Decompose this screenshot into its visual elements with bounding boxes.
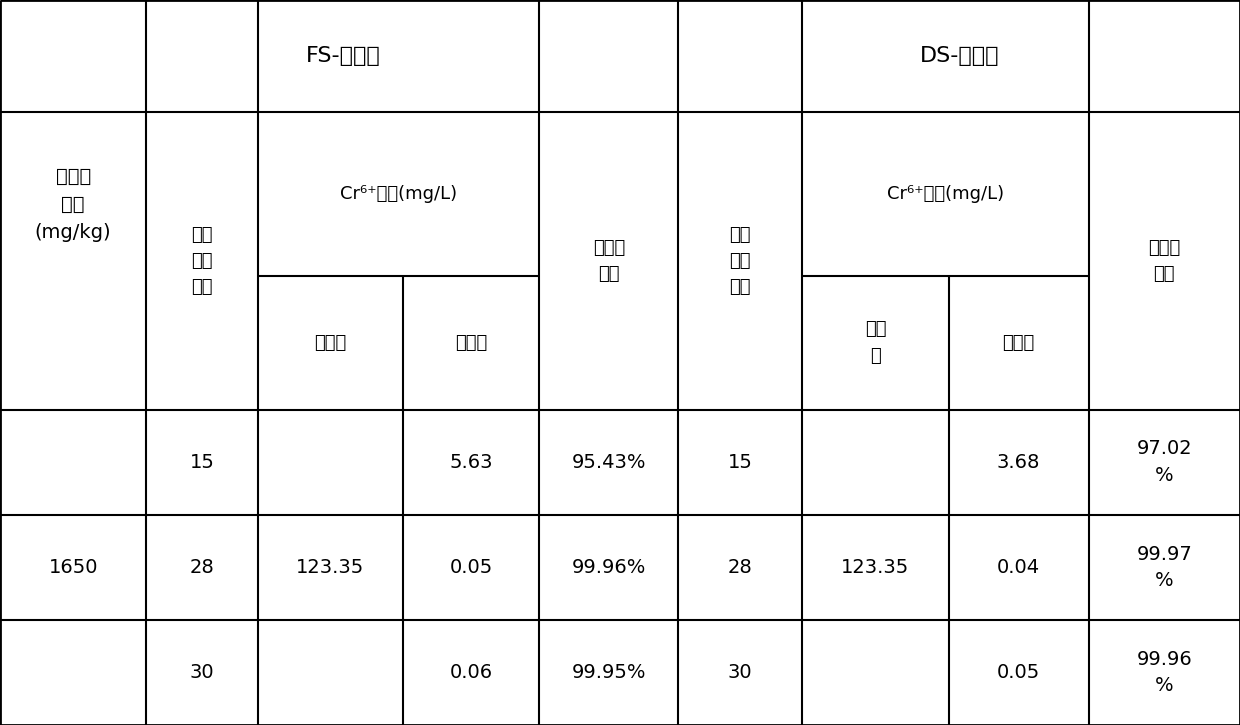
Text: 0.06: 0.06 <box>450 663 492 682</box>
Text: 3.68: 3.68 <box>997 452 1040 472</box>
Text: 99.97
%: 99.97 % <box>1137 544 1192 590</box>
Text: 99.95%: 99.95% <box>572 663 646 682</box>
Text: 99.96
%: 99.96 % <box>1137 650 1192 695</box>
Text: 添加
质量
倍数: 添加 质量 倍数 <box>729 225 751 297</box>
Text: 处理前: 处理前 <box>314 334 347 352</box>
Text: DS-稳定剂: DS-稳定剂 <box>919 46 999 66</box>
Text: 稳定化
效率: 稳定化 效率 <box>593 239 625 283</box>
Text: 处理后: 处理后 <box>1002 334 1035 352</box>
Text: 15: 15 <box>190 452 215 472</box>
Text: 0.04: 0.04 <box>997 558 1040 577</box>
Text: Cr⁶⁺浸出(mg/L): Cr⁶⁺浸出(mg/L) <box>340 185 458 203</box>
Text: 99.96%: 99.96% <box>572 558 646 577</box>
Text: FS-稳定剂: FS-稳定剂 <box>305 46 381 66</box>
Text: 0.05: 0.05 <box>997 663 1040 682</box>
Text: 123.35: 123.35 <box>841 558 910 577</box>
Text: 1650: 1650 <box>48 558 98 577</box>
Text: 30: 30 <box>190 663 215 682</box>
Text: 六价铬
总量
(mg/kg): 六价铬 总量 (mg/kg) <box>35 167 112 242</box>
Text: 添加
质量
倍数: 添加 质量 倍数 <box>191 225 213 297</box>
Text: 95.43%: 95.43% <box>572 452 646 472</box>
Text: 0.05: 0.05 <box>450 558 492 577</box>
Text: 处理后: 处理后 <box>455 334 487 352</box>
Text: 123.35: 123.35 <box>296 558 365 577</box>
Text: Cr⁶⁺浸出(mg/L): Cr⁶⁺浸出(mg/L) <box>887 185 1004 203</box>
Text: 处理
前: 处理 前 <box>864 320 887 365</box>
Text: 30: 30 <box>728 663 753 682</box>
Text: 28: 28 <box>728 558 753 577</box>
Text: 稳定化
效率: 稳定化 效率 <box>1148 239 1180 283</box>
Text: 28: 28 <box>190 558 215 577</box>
Text: 15: 15 <box>728 452 753 472</box>
Text: 97.02
%: 97.02 % <box>1137 439 1192 485</box>
Text: 5.63: 5.63 <box>449 452 494 472</box>
